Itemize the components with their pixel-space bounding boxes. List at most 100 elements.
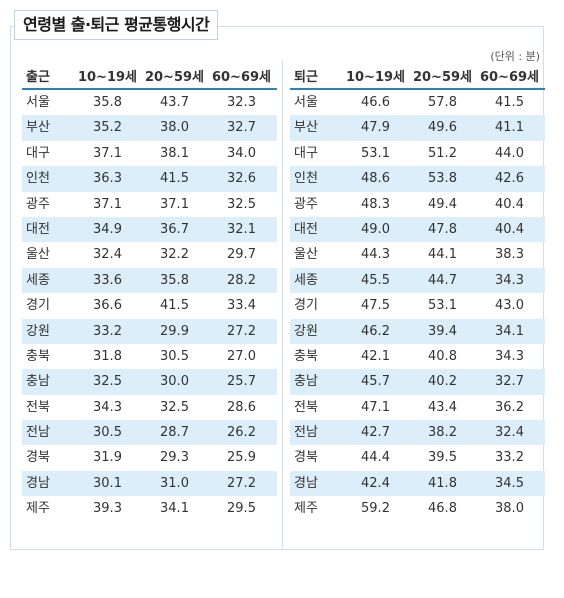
table-row: 전북 34.3 32.5 28.6: [22, 395, 277, 420]
table-row: 세종 45.5 44.7 34.3: [290, 267, 545, 294]
value-cell: 37.1: [160, 196, 189, 212]
value-cell: 42.6: [495, 171, 524, 187]
table-row: 강원 46.2 39.4 34.1: [290, 318, 545, 344]
table-row: 전북 47.1 43.4 36.2: [290, 395, 545, 420]
table-row: 세종 33.6 35.8 28.2: [22, 267, 277, 294]
value-cell: 46.2: [361, 323, 390, 339]
value-cell: 37.1: [93, 145, 122, 161]
table-row: 충북 31.8 30.5 27.0: [22, 344, 277, 369]
value-cell: 41.8: [428, 475, 457, 491]
value-cell: 43.4: [428, 399, 457, 415]
value-cell: 34.0: [227, 145, 256, 161]
value-cell: 25.9: [227, 450, 256, 466]
table-row: 인천 48.6 53.8 42.6: [290, 166, 545, 192]
value-cell: 27.2: [227, 323, 256, 339]
value-cell: 45.5: [361, 272, 390, 288]
table-row: 대구 53.1 51.2 44.0: [290, 141, 545, 166]
region-cell: 서울: [294, 95, 318, 110]
value-cell: 29.3: [160, 450, 189, 466]
value-cell: 29.9: [160, 323, 189, 339]
table-row: 울산 44.3 44.1 38.3: [290, 242, 545, 267]
table-header: 출근 10~19세 20~59세 60~69세: [22, 66, 277, 90]
value-cell: 32.7: [227, 120, 256, 136]
value-cell: 33.2: [495, 450, 524, 466]
value-cell: 32.7: [495, 374, 524, 390]
table-row: 제주 39.3 34.1 29.5: [22, 496, 277, 521]
table-row: 서울 46.6 57.8 41.5: [290, 90, 545, 115]
value-cell: 34.5: [495, 475, 524, 491]
value-cell: 32.5: [93, 374, 122, 390]
value-cell: 36.7: [160, 221, 189, 237]
page-title: 연령별 출·퇴근 평균통행시간: [14, 10, 219, 40]
region-cell: 대전: [26, 221, 50, 237]
header-cell: 60~69세: [211, 70, 272, 85]
value-cell: 41.5: [160, 171, 189, 187]
value-cell: 42.7: [361, 425, 390, 441]
region-cell: 경북: [294, 450, 318, 466]
value-cell: 29.5: [227, 501, 256, 517]
region-cell: 세종: [294, 272, 318, 288]
table-row: 제주 59.2 46.8 38.0: [290, 496, 545, 521]
table-row: 부산 35.2 38.0 32.7: [22, 115, 277, 141]
header-cell: 10~19세: [345, 70, 406, 85]
value-cell: 31.0: [160, 475, 189, 491]
region-cell: 경기: [294, 298, 318, 314]
value-cell: 32.5: [160, 399, 189, 415]
table-row: 대전 49.0 47.8 40.4: [290, 216, 545, 243]
region-cell: 경남: [294, 475, 318, 491]
value-cell: 32.2: [160, 247, 189, 263]
value-cell: 39.5: [428, 450, 457, 466]
table-row: 전남 30.5 28.7 26.2: [22, 420, 277, 446]
value-cell: 32.4: [93, 247, 122, 263]
value-cell: 38.2: [428, 425, 457, 441]
value-cell: 39.4: [428, 323, 457, 339]
value-cell: 44.7: [428, 272, 457, 288]
value-cell: 46.8: [428, 501, 457, 517]
value-cell: 36.2: [495, 399, 524, 415]
value-cell: 32.3: [227, 95, 256, 110]
value-cell: 32.1: [227, 221, 256, 237]
region-cell: 인천: [294, 171, 318, 187]
region-cell: 광주: [294, 196, 318, 212]
value-cell: 33.4: [227, 298, 256, 314]
value-cell: 49.0: [361, 221, 390, 237]
table-row: 부산 47.9 49.6 41.1: [290, 115, 545, 141]
value-cell: 34.1: [495, 323, 524, 339]
value-cell: 46.6: [361, 95, 390, 110]
table-row: 경남 30.1 31.0 27.2: [22, 470, 277, 497]
table-row: 경북 44.4 39.5 33.2: [290, 445, 545, 470]
value-cell: 44.1: [428, 247, 457, 263]
region-cell: 전북: [294, 399, 318, 415]
value-cell: 53.1: [361, 145, 390, 161]
value-cell: 35.2: [93, 120, 122, 136]
value-cell: 28.2: [227, 272, 256, 288]
value-cell: 34.9: [93, 221, 122, 237]
value-cell: 36.6: [93, 298, 122, 314]
value-cell: 25.7: [227, 374, 256, 390]
value-cell: 45.7: [361, 374, 390, 390]
column-divider: [282, 60, 283, 550]
table-row: 광주 37.1 37.1 32.5: [22, 192, 277, 217]
value-cell: 30.1: [93, 475, 122, 491]
region-cell: 대구: [26, 145, 50, 161]
table-row: 전남 42.7 38.2 32.4: [290, 420, 545, 446]
value-cell: 34.3: [495, 272, 524, 288]
table-row: 울산 32.4 32.2 29.7: [22, 242, 277, 267]
region-cell: 충북: [26, 348, 50, 364]
value-cell: 38.0: [160, 120, 189, 136]
value-cell: 53.1: [428, 298, 457, 314]
table-row: 경기 47.5 53.1 43.0: [290, 293, 545, 318]
value-cell: 32.5: [227, 196, 256, 212]
table-row: 경북 31.9 29.3 25.9: [22, 445, 277, 470]
header-cell: 10~19세: [77, 70, 138, 85]
value-cell: 47.5: [361, 298, 390, 314]
table-row: 광주 48.3 49.4 40.4: [290, 192, 545, 217]
value-cell: 34.3: [495, 348, 524, 364]
region-cell: 충남: [26, 374, 50, 390]
value-cell: 40.8: [428, 348, 457, 364]
value-cell: 32.4: [495, 425, 524, 441]
table-row: 경기 36.6 41.5 33.4: [22, 293, 277, 318]
table-row: 충북 42.1 40.8 34.3: [290, 344, 545, 369]
value-cell: 38.3: [495, 247, 524, 263]
value-cell: 43.7: [160, 95, 189, 110]
